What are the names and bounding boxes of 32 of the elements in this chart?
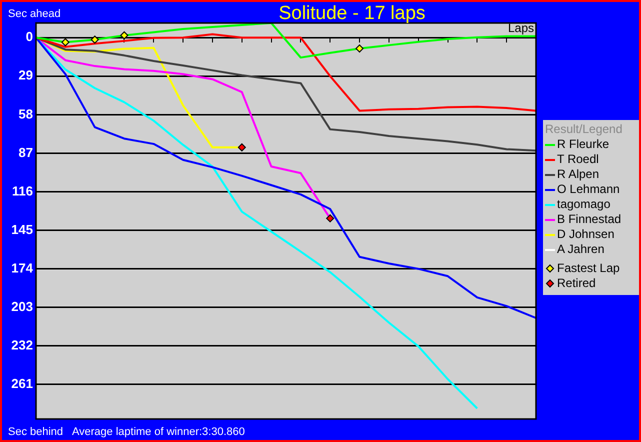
- chart-title: Solitude - 17 laps: [278, 3, 426, 24]
- point: [356, 44, 364, 53]
- legend-label: Retired: [557, 276, 596, 290]
- y-tick-label: 0: [26, 29, 33, 44]
- y-tick-label: 203: [11, 298, 33, 314]
- legend-label: A Jahren: [557, 242, 604, 256]
- legend-title: Result/Legend: [545, 122, 624, 136]
- y-tick-label: 145: [11, 222, 33, 237]
- point: [326, 214, 334, 222]
- point: [61, 38, 70, 46]
- legend-label: D Johnsen: [557, 227, 614, 241]
- x-axis-title: Laps: [508, 20, 534, 35]
- y-tick-label: 87: [18, 144, 33, 160]
- point: [120, 31, 128, 40]
- y-tick-label: 29: [18, 68, 33, 83]
- text: Sec behind: [8, 426, 64, 438]
- legend-label: T Roedl: [557, 152, 599, 166]
- y-tick-label: 261: [11, 376, 33, 392]
- text: Average laptime of winner:3:30.860: [72, 426, 245, 438]
- point: [238, 143, 246, 152]
- legend-label: B Finnestad: [557, 212, 622, 226]
- point: [90, 36, 99, 44]
- legend-label: R Fleurke: [557, 137, 610, 151]
- y-tick-label: 58: [18, 106, 33, 122]
- legend-label: O Lehmann: [557, 182, 620, 196]
- legend-label: Fastest Lap: [557, 261, 620, 275]
- text: Sec ahead: [8, 8, 61, 20]
- y-tick-label: 116: [12, 183, 33, 198]
- y-tick-label: 174: [11, 260, 34, 276]
- y-tick-label: 232: [11, 337, 33, 352]
- legend-label: tagomago: [557, 197, 610, 211]
- legend-label: R Alpen: [557, 167, 600, 181]
